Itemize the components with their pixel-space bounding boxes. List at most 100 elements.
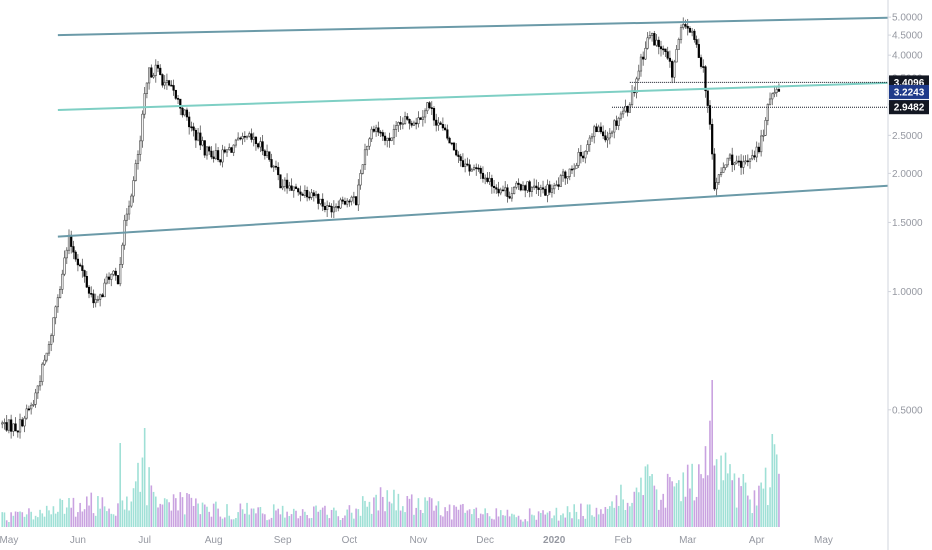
candle-body bbox=[622, 110, 625, 115]
candle-body bbox=[299, 191, 302, 195]
volume-bar bbox=[473, 508, 475, 527]
candle-body bbox=[450, 142, 453, 145]
candle-body bbox=[495, 187, 498, 190]
volume-bar bbox=[212, 503, 215, 527]
candle-body bbox=[366, 145, 369, 151]
volume-bar bbox=[357, 509, 360, 527]
candle-body bbox=[383, 135, 387, 141]
volume-bar bbox=[239, 503, 242, 527]
candle-body bbox=[150, 67, 153, 78]
volume-bar bbox=[286, 511, 288, 527]
volume-bar bbox=[10, 512, 12, 527]
candle-body bbox=[188, 116, 191, 128]
volume-bar bbox=[508, 516, 511, 527]
x-tick-label: May bbox=[0, 535, 18, 546]
candle-body bbox=[312, 192, 315, 197]
volume-bar bbox=[588, 504, 591, 527]
volume-bar bbox=[361, 496, 364, 527]
volume-bar bbox=[126, 496, 128, 527]
volume-bar bbox=[284, 517, 286, 527]
candle-body bbox=[219, 159, 222, 163]
candle-body bbox=[766, 103, 769, 121]
candle-body bbox=[81, 265, 84, 271]
volume-bar bbox=[715, 459, 718, 527]
volume-bar bbox=[742, 474, 745, 527]
candle-body bbox=[675, 49, 678, 63]
volume-bar bbox=[108, 508, 110, 527]
volume-bar bbox=[223, 517, 226, 527]
volume-bar bbox=[370, 513, 373, 527]
candle-body bbox=[232, 144, 235, 153]
candle-body bbox=[14, 423, 17, 432]
channel-line bbox=[57, 184, 889, 238]
volume-bar bbox=[168, 502, 170, 527]
candle-body bbox=[274, 165, 278, 168]
candle-body bbox=[619, 113, 623, 119]
volume-bar bbox=[30, 511, 32, 527]
candle-body bbox=[161, 74, 164, 86]
volume-bar bbox=[375, 494, 377, 527]
candle-body bbox=[61, 273, 64, 290]
volume-bar bbox=[148, 467, 150, 527]
candle-body bbox=[568, 168, 571, 177]
volume-bar bbox=[344, 515, 346, 527]
volume-bar bbox=[537, 511, 540, 527]
x-tick-label: Oct bbox=[342, 535, 358, 546]
candle-body bbox=[332, 206, 335, 213]
volume-bar bbox=[134, 481, 137, 527]
trend-lines[interactable] bbox=[57, 16, 889, 238]
candle-body bbox=[52, 317, 55, 336]
volume-bar bbox=[495, 508, 498, 527]
volume-bar bbox=[686, 464, 689, 527]
candle-body bbox=[317, 194, 320, 204]
volume-bar bbox=[773, 444, 776, 527]
volume-bar bbox=[163, 498, 166, 527]
volume-bar bbox=[43, 516, 46, 527]
candle-body bbox=[248, 133, 251, 137]
volume-bar bbox=[203, 504, 206, 527]
candle-body bbox=[172, 85, 175, 91]
price-badge-label: 3.4096 bbox=[894, 78, 925, 89]
volume-bar bbox=[388, 501, 391, 527]
volume-bar bbox=[711, 380, 713, 527]
candle-body bbox=[735, 160, 738, 164]
candle-body bbox=[72, 246, 75, 253]
candle-body bbox=[357, 184, 360, 206]
candle-body bbox=[762, 134, 765, 137]
volume-bar bbox=[684, 496, 687, 527]
candle-body bbox=[711, 124, 714, 155]
volume-bar bbox=[373, 497, 375, 527]
volume-bar bbox=[524, 519, 527, 527]
candle-body bbox=[435, 119, 438, 126]
candle-body bbox=[702, 66, 705, 68]
volume-bar bbox=[90, 492, 93, 527]
candle-body bbox=[277, 166, 280, 176]
candle-body bbox=[597, 126, 600, 132]
candle-body bbox=[372, 128, 375, 132]
volume-bar bbox=[693, 500, 696, 527]
candle-body bbox=[268, 151, 271, 160]
volume-bar bbox=[319, 509, 322, 527]
candle-body bbox=[136, 154, 140, 164]
candle-body bbox=[559, 175, 562, 187]
volume-bar bbox=[662, 493, 665, 527]
volume-bar bbox=[577, 519, 580, 527]
y-tick-label: 2.0000 bbox=[892, 169, 923, 180]
volume-bar bbox=[379, 487, 382, 527]
volume-bar bbox=[666, 473, 669, 527]
candle-body bbox=[653, 33, 656, 46]
volume-bar bbox=[45, 505, 48, 527]
volume-bar bbox=[123, 509, 126, 527]
candle-body bbox=[45, 352, 48, 361]
candle-body bbox=[595, 126, 598, 132]
candle-body bbox=[666, 51, 669, 59]
candle-body bbox=[350, 196, 353, 202]
candle-body bbox=[506, 187, 509, 197]
candle-body bbox=[466, 163, 469, 166]
volume-bar bbox=[226, 504, 228, 527]
candle-body bbox=[285, 179, 289, 189]
candle-body bbox=[381, 132, 384, 137]
candle-body bbox=[79, 264, 82, 267]
